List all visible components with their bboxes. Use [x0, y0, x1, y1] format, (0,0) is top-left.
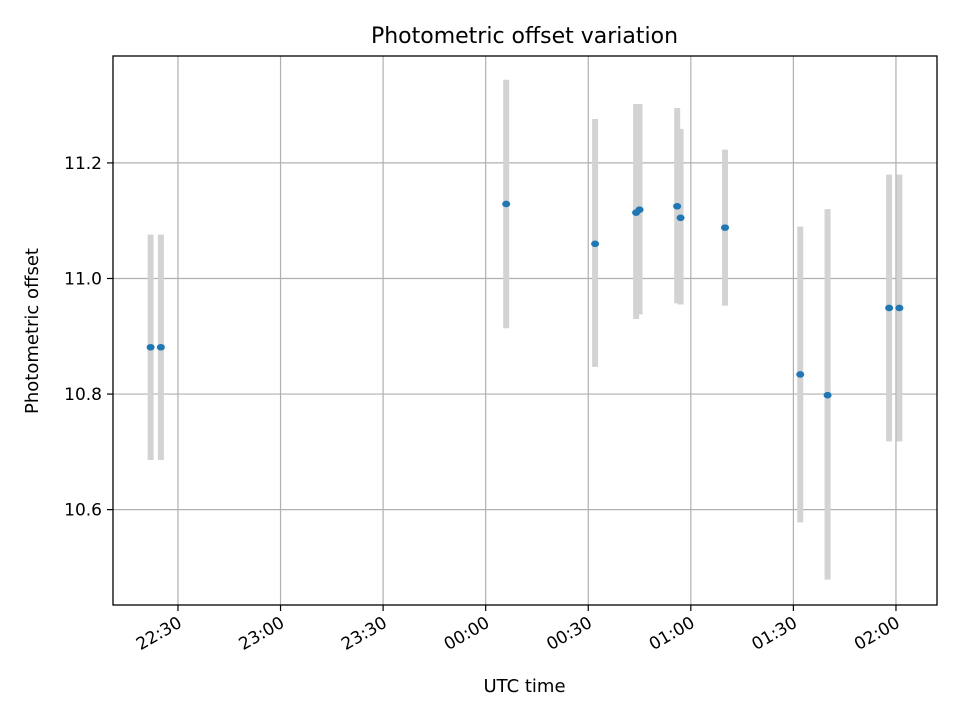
- data-point: [673, 202, 682, 210]
- data-point: [721, 224, 730, 231]
- y-tick-label: 10.8: [64, 385, 102, 405]
- y-tick-label: 11.0: [64, 269, 102, 289]
- data-point: [591, 240, 600, 248]
- data-point: [146, 343, 155, 351]
- data-point: [895, 304, 904, 312]
- chart-title: Photometric offset variation: [371, 24, 678, 49]
- data-point: [635, 206, 644, 214]
- data-point: [676, 214, 685, 222]
- data-point: [796, 371, 805, 378]
- plot-area-frame: [112, 55, 938, 606]
- y-axis-title: Photometric offset: [22, 248, 43, 414]
- data-point: [885, 304, 894, 312]
- y-tick-label: 11.2: [64, 154, 102, 174]
- x-axis-title: UTC time: [483, 676, 565, 697]
- y-tick-label: 10.6: [64, 501, 102, 521]
- data-point: [823, 391, 832, 399]
- data-points: [146, 200, 904, 399]
- data-point: [156, 343, 165, 351]
- data-point: [502, 200, 511, 208]
